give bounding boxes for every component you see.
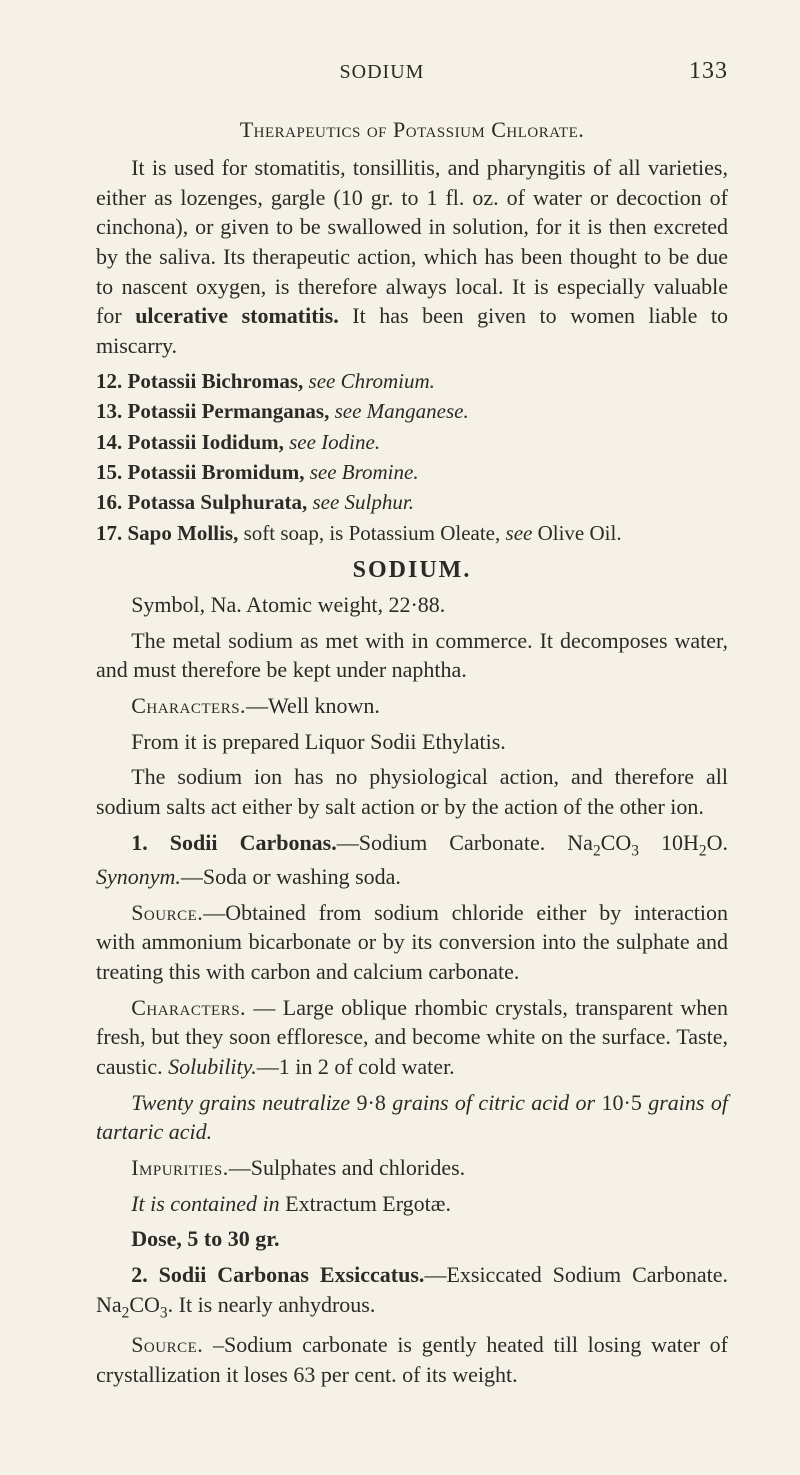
item1-sub1: 2 xyxy=(593,842,601,859)
sodium-p2: The metal sodium as met with in commerce… xyxy=(96,626,728,685)
item1-syn-rest: —Soda or washing soda. xyxy=(181,864,401,889)
entry-14-name: Potassii Iodidum, xyxy=(128,430,284,454)
sodium-p4: The sodium ion has no physiological acti… xyxy=(96,762,728,821)
entry-13-see: see Manganese. xyxy=(329,399,468,423)
entry-12-num: 12. xyxy=(96,369,128,393)
entry-13-num: 13. xyxy=(96,399,128,423)
item2-rest-c: . It is nearly anhydrous. xyxy=(168,1292,376,1317)
characters-label: Characters. xyxy=(131,693,246,718)
item1-twenty: Twenty grains neutralize 9·8 grains of c… xyxy=(96,1088,728,1147)
characters-rest: —Well known. xyxy=(246,693,380,718)
entry-15: 15. Potassii Bromidum, see Bromine. xyxy=(96,458,728,486)
entry-15-see: see Bromine. xyxy=(304,460,418,484)
item-2: 2. Sodii Carbonas Exsiccatus.—Exsiccated… xyxy=(96,1260,728,1324)
item2-source: Source. –Sodium carbonate is gently heat… xyxy=(96,1330,728,1389)
entry-12-see: see Chromium. xyxy=(303,369,435,393)
entry-12-name: Potassii Bichromas, xyxy=(128,369,304,393)
entry-14-see: see Iodine. xyxy=(284,430,380,454)
entry-16: 16. Potassa Sulphurata, see Sulphur. xyxy=(96,488,728,516)
sodium-characters: Characters.—Well known. xyxy=(96,691,728,721)
running-head-title: SODIUM xyxy=(96,61,668,84)
item1-ch-rest-b: —1 in 2 of cold water. xyxy=(257,1054,455,1079)
para-therapeutics: It is used for stomatitis, tonsillitis, … xyxy=(96,153,728,361)
entry-13: 13. Potassii Permanganas, see Manganese. xyxy=(96,397,728,425)
entry-14: 14. Potassii Iodidum, see Iodine. xyxy=(96,428,728,456)
entry-12: 12. Potassii Bichromas, see Chromium. xyxy=(96,367,728,395)
sodium-title: SODIUM. xyxy=(96,557,728,584)
sodium-symbol: Symbol, Na. Atomic weight, 22·88. xyxy=(96,590,728,620)
item1-tw-c: grains of citric acid or xyxy=(392,1090,601,1115)
item-1: 1. Sodii Carbonas.—Sodium Carbonate. Na2… xyxy=(96,828,728,892)
item1-source: Source.—Obtained from sodium chloride ei… xyxy=(96,898,728,987)
entry-14-num: 14. xyxy=(96,430,128,454)
item1-contained: It is contained in Extractum Ergotæ. xyxy=(96,1189,728,1219)
entry-17-rest-a: soft soap, is Potassium Oleate, xyxy=(238,521,505,545)
item2-name: Sodii Carbonas Exsiccatus. xyxy=(159,1262,425,1287)
entry-16-see: see Sulphur. xyxy=(307,490,414,514)
item1-tw-b: 9·8 xyxy=(357,1090,393,1115)
entry-17-num: 17. xyxy=(96,521,128,545)
item1-impurities: Impurities.—Sulphates and chlorides. xyxy=(96,1153,728,1183)
item1-characters: Characters. — Large oblique rhombic crys… xyxy=(96,993,728,1082)
therapeutics-title: Therapeutics of Potassium Chlorate. xyxy=(96,117,728,143)
entry-15-name: Potassii Bromidum, xyxy=(128,460,305,484)
item1-rest-b: CO xyxy=(601,830,632,855)
para1-bold: ulcerative stomatitis. xyxy=(135,303,339,328)
item1-imp-rest: —Sulphates and chlorides. xyxy=(229,1155,465,1180)
item1-dose: Dose, 5 to 30 gr. xyxy=(96,1224,728,1254)
item1-sol-label: Solubility. xyxy=(168,1054,257,1079)
item1-ch-label: Characters. xyxy=(131,995,246,1020)
item1-syn-label: Synonym. xyxy=(96,864,181,889)
item2-num: 2. xyxy=(131,1262,158,1287)
item2-rest-b: CO xyxy=(129,1292,160,1317)
item1-tw-d: 10·5 xyxy=(602,1090,649,1115)
item1-name: Sodii Carbonas. xyxy=(170,830,337,855)
page: SODIUM 133 Therapeutics of Potassium Chl… xyxy=(0,0,800,1475)
entry-13-name: Potassii Permanganas, xyxy=(128,399,330,423)
entry-15-num: 15. xyxy=(96,460,128,484)
item1-cont-b: Extractum Ergotæ. xyxy=(280,1191,451,1216)
sodium-p3: From it is prepared Liquor Sodii Ethylat… xyxy=(96,727,728,757)
entry-17-rest-c: Olive Oil. xyxy=(532,521,621,545)
item1-rest-d: O. xyxy=(707,830,728,855)
item1-imp-label: Impurities. xyxy=(131,1155,229,1180)
entry-17-name: Sapo Mollis, xyxy=(128,521,239,545)
entry-17: 17. Sapo Mollis, soft soap, is Potassium… xyxy=(96,519,728,547)
item1-cont-a: It is contained in xyxy=(131,1191,279,1216)
item1-tw-a: Twenty grains neutralize xyxy=(131,1090,356,1115)
item2-src-label: Source. xyxy=(131,1332,203,1357)
entry-17-see: see xyxy=(506,521,533,545)
running-head: SODIUM 133 xyxy=(96,58,728,85)
page-number: 133 xyxy=(668,58,728,85)
item1-rest-c: 10H xyxy=(639,830,699,855)
item1-num: 1. xyxy=(131,830,170,855)
entry-16-name: Potassa Sulphurata, xyxy=(128,490,308,514)
item1-sub3: 2 xyxy=(699,842,707,859)
entry-16-num: 16. xyxy=(96,490,128,514)
item1-rest-a: —Sodium Carbonate. Na xyxy=(337,830,593,855)
item2-sub2: 3 xyxy=(160,1304,168,1321)
item1-source-label: Source. xyxy=(131,900,203,925)
item1-sub2: 3 xyxy=(631,842,639,859)
